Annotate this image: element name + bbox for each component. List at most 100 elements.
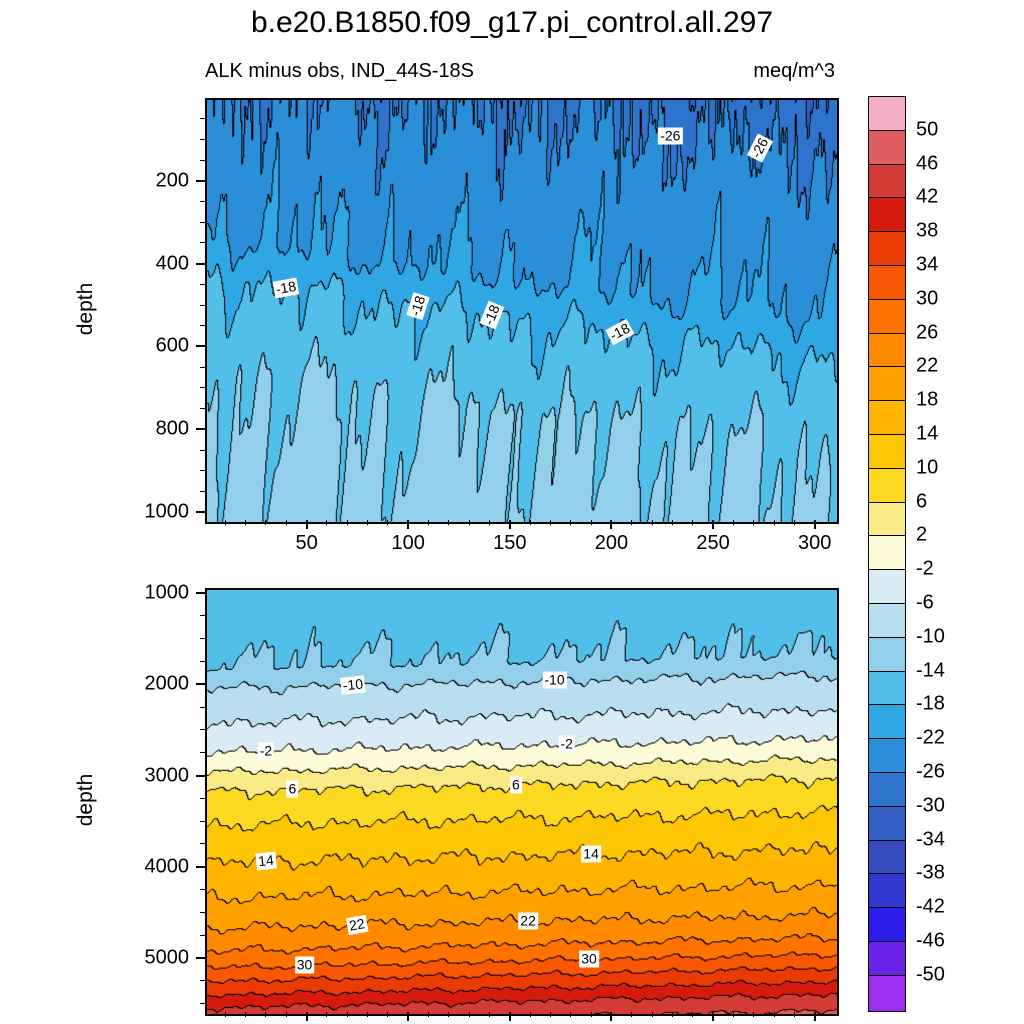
y-tick-label: 2000: [144, 672, 190, 695]
x-tick-label: 300: [797, 532, 832, 554]
y-minor-tick: [200, 615, 205, 617]
colorbar-swatch: [868, 907, 906, 944]
x-major-tick: [813, 520, 816, 529]
y-minor-tick: [200, 387, 205, 389]
y-minor-tick: [200, 242, 205, 244]
y-minor-tick: [200, 934, 205, 936]
y-tick-label: 200: [155, 169, 189, 192]
y-minor-tick: [200, 449, 205, 451]
lower-contour-panel: -10 -10 -2 -2 6 6 14 14 22 22 30 30: [205, 588, 839, 1016]
x-tick-label: 50: [295, 532, 318, 554]
y-tick-label: 400: [155, 252, 189, 275]
colorbar-tick-label: -22: [916, 726, 945, 749]
x-minor-tick: [245, 520, 247, 525]
x-major-tick: [508, 1012, 511, 1021]
colorbar-swatch: [868, 805, 906, 843]
y-tick-label: 5000: [144, 946, 190, 969]
y-minor-tick: [200, 325, 205, 327]
x-minor-tick: [367, 1012, 369, 1017]
colorbar-swatch: [868, 265, 906, 302]
contour-label: 22: [346, 914, 369, 935]
x-minor-tick: [773, 1012, 775, 1017]
x-minor-tick: [692, 520, 694, 525]
colorbar-tick-label: -2: [916, 557, 934, 580]
x-minor-tick: [346, 520, 348, 525]
x-minor-tick: [651, 520, 653, 525]
colorbar-swatch: [868, 366, 906, 404]
x-minor-tick: [732, 520, 734, 525]
x-minor-tick: [468, 1012, 470, 1017]
colorbar-swatch: [868, 974, 906, 1012]
y-major-tick: [196, 865, 205, 868]
x-minor-tick: [326, 520, 328, 525]
x-minor-tick: [651, 1012, 653, 1017]
x-minor-tick: [326, 1012, 328, 1017]
x-minor-tick: [387, 1012, 389, 1017]
x-minor-tick: [448, 1012, 450, 1017]
upper-y-axis-title: depth: [74, 282, 97, 336]
colorbar-swatch: [868, 636, 906, 674]
colorbar-tick-label: -6: [916, 591, 934, 614]
y-minor-tick: [200, 1003, 205, 1005]
colorbar-tick-label: 46: [916, 152, 939, 175]
y-major-tick: [196, 345, 205, 348]
colorbar-tick-label: -10: [916, 625, 945, 648]
x-tick-label: 100: [391, 532, 425, 554]
x-minor-tick: [570, 1012, 572, 1017]
x-major-tick: [712, 520, 715, 529]
x-minor-tick: [265, 520, 267, 525]
contour-label: -2: [257, 742, 275, 760]
y-major-tick: [196, 179, 205, 182]
y-minor-tick: [200, 490, 205, 492]
y-major-tick: [196, 957, 205, 960]
colorbar-swatch: [868, 467, 906, 505]
contour-label: 30: [294, 956, 315, 974]
x-minor-tick: [793, 1012, 795, 1017]
x-minor-tick: [224, 520, 226, 525]
x-major-tick: [407, 1012, 410, 1021]
y-major-tick: [196, 428, 205, 431]
x-minor-tick: [671, 1012, 673, 1017]
x-minor-tick: [529, 1012, 531, 1017]
x-tick-label: 250: [696, 532, 730, 554]
y-minor-tick: [200, 138, 205, 140]
y-minor-tick: [200, 221, 205, 223]
colorbar-swatch: [868, 535, 906, 573]
x-minor-tick: [346, 1012, 348, 1017]
y-major-tick: [196, 511, 205, 514]
y-tick-label: 600: [155, 334, 189, 357]
colorbar-tick-label: -30: [916, 794, 945, 817]
subtitle-row: ALK minus obs, IND_44S-18S meq/m^3: [205, 60, 835, 83]
colorbar-swatch: [868, 839, 906, 877]
colorbar-tick-label: -42: [916, 895, 945, 918]
x-minor-tick: [245, 1012, 247, 1017]
x-minor-tick: [367, 520, 369, 525]
colorbar-swatch: [868, 603, 906, 640]
x-minor-tick: [793, 520, 795, 525]
x-minor-tick: [631, 1012, 633, 1017]
x-major-tick: [610, 520, 613, 529]
colorbar-tick-label: -34: [916, 828, 945, 851]
y-minor-tick: [200, 470, 205, 472]
y-minor-tick: [200, 729, 205, 731]
y-tick-label: 800: [155, 417, 189, 440]
x-tick-label: 200: [594, 532, 629, 554]
x-major-tick: [610, 1012, 613, 1021]
colorbar-swatch: [868, 298, 906, 336]
colorbar-tick-label: -46: [916, 929, 945, 952]
colorbar-swatch: [868, 873, 906, 911]
y-minor-tick: [200, 638, 205, 640]
colorbar-swatch: [868, 738, 906, 775]
colorbar: [868, 96, 906, 1012]
x-minor-tick: [285, 520, 287, 525]
colorbar-tick-label: 6: [916, 490, 928, 513]
y-minor-tick: [200, 408, 205, 410]
x-tick-label: 150: [493, 532, 527, 554]
y-minor-tick: [200, 660, 205, 662]
colorbar-tick-label: 14: [916, 422, 939, 445]
lower-y-axis-title: depth: [74, 773, 97, 827]
x-minor-tick: [692, 1012, 694, 1017]
colorbar-tick-label: 22: [916, 354, 939, 377]
colorbar-tick-label: 18: [916, 388, 939, 411]
y-minor-tick: [200, 118, 205, 120]
